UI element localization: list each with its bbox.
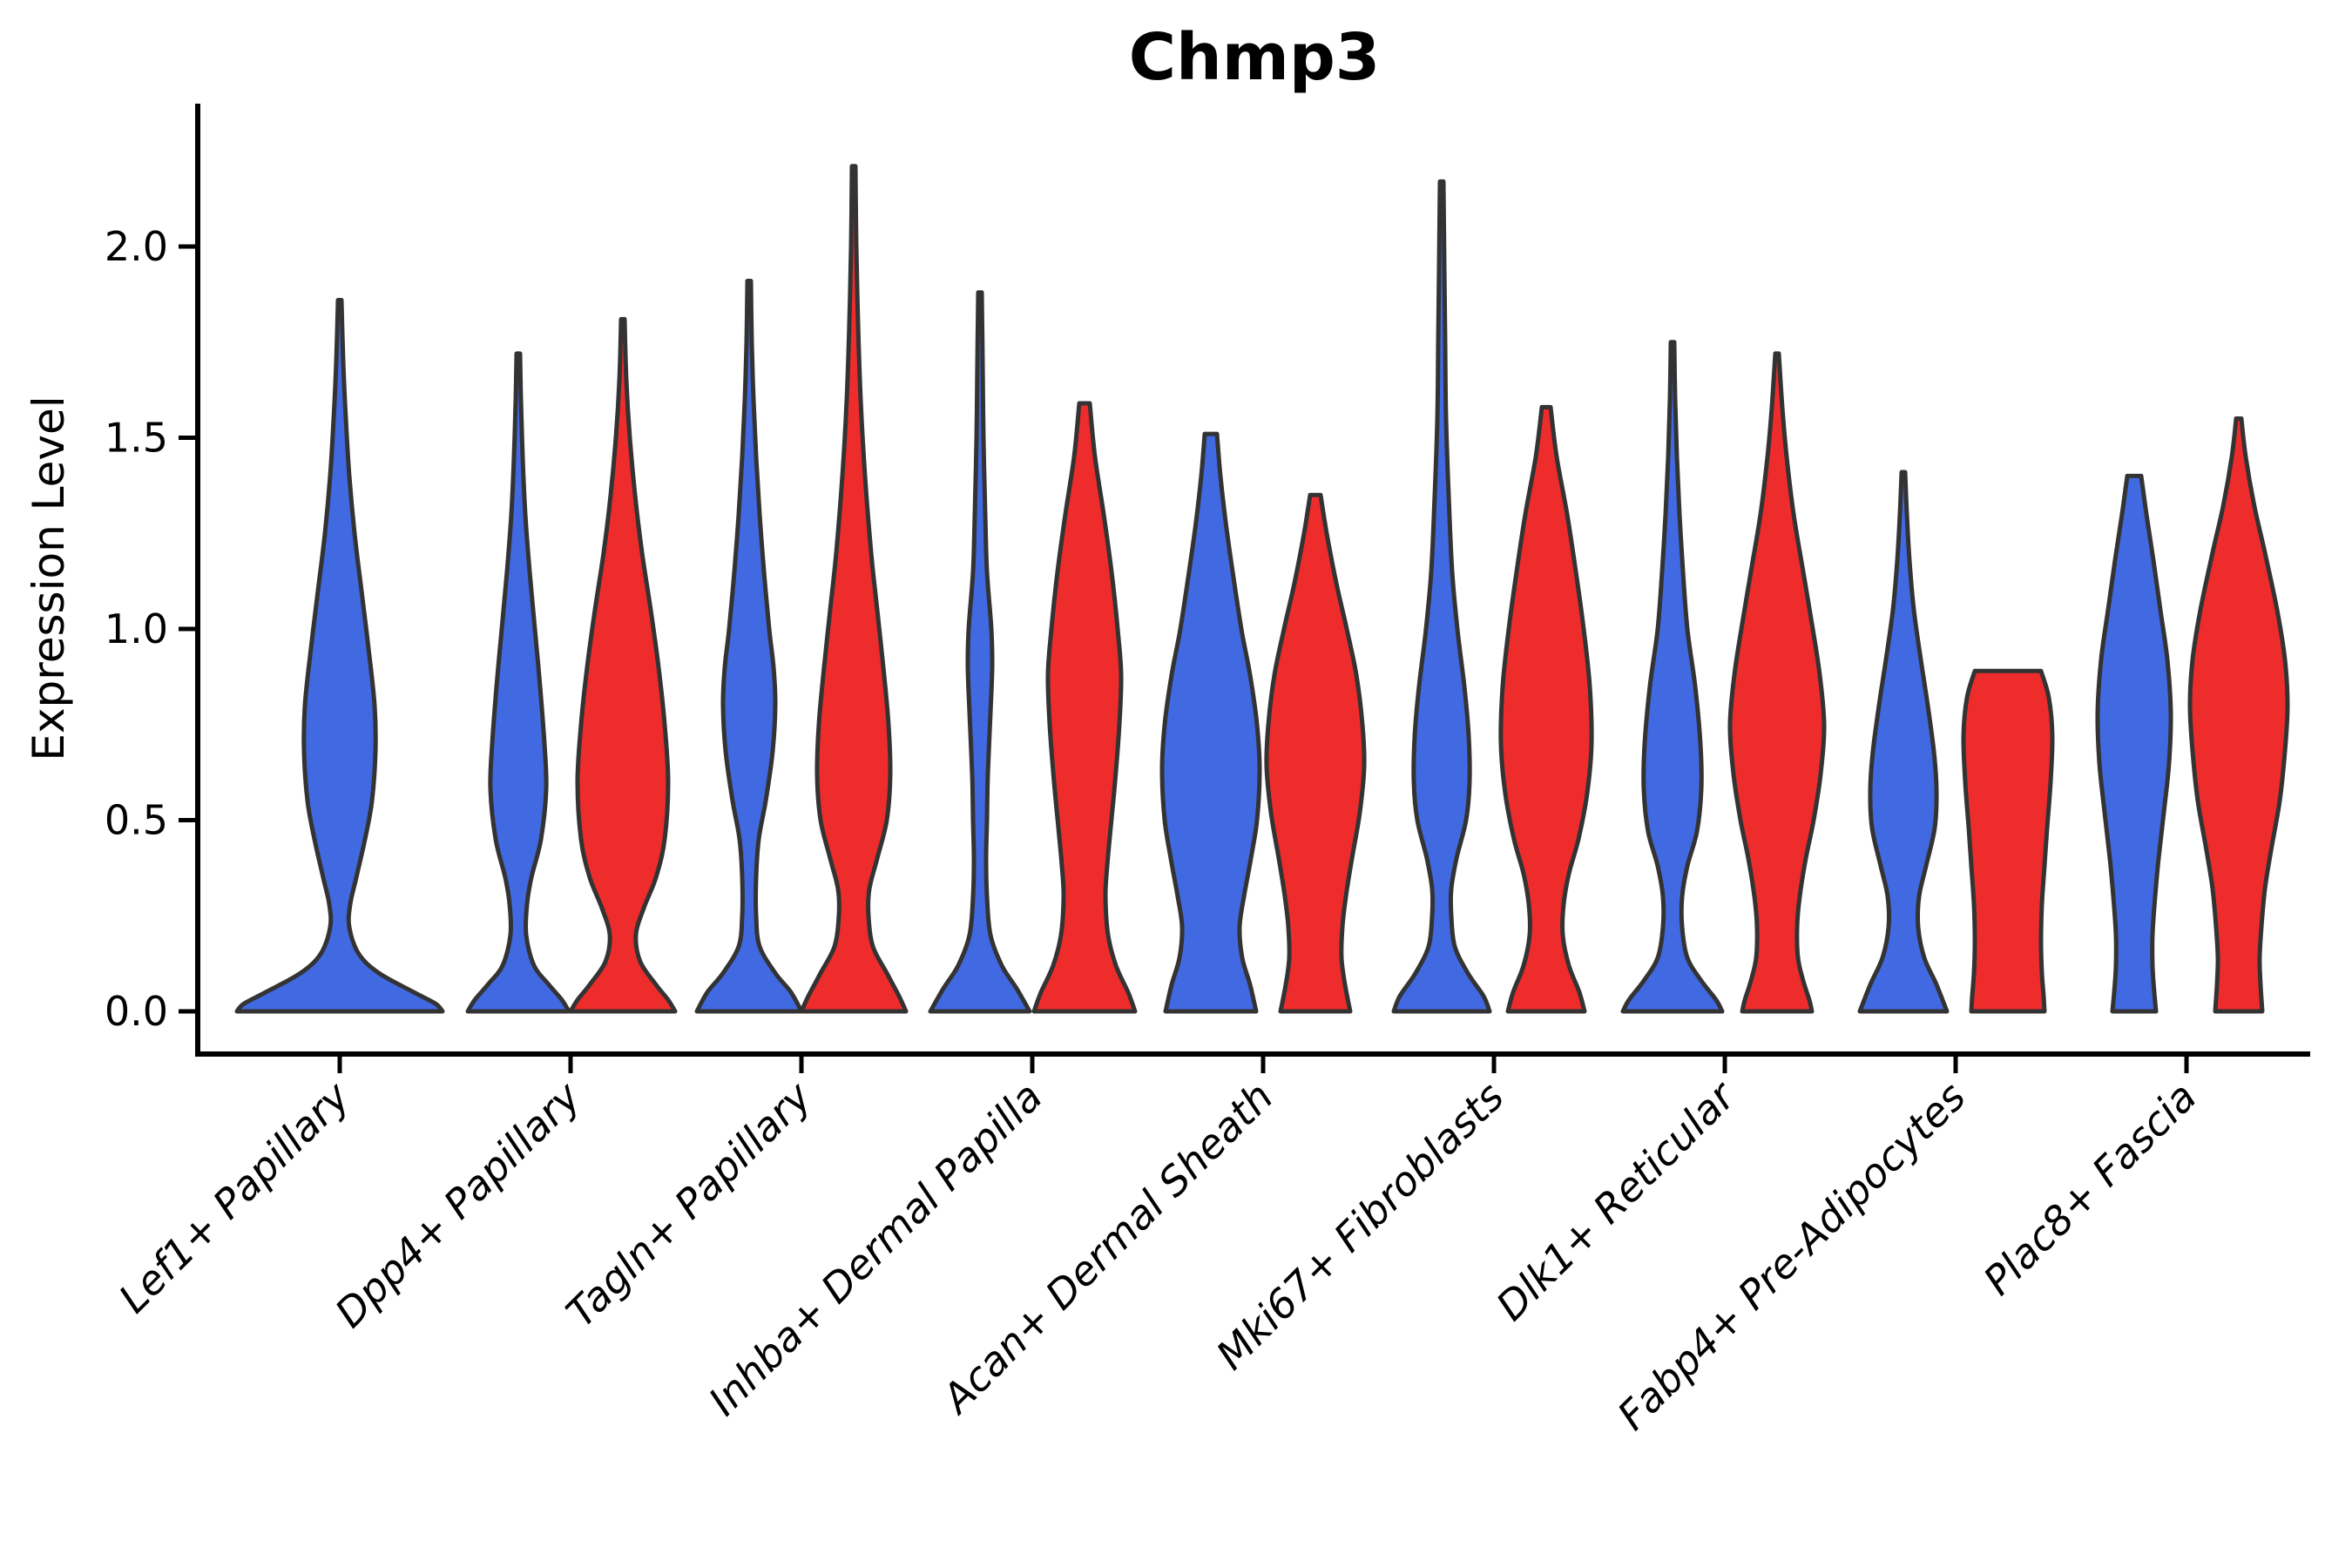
- x-tick-label: Dlk1+ Reticular: [1487, 1071, 1746, 1329]
- violin-red: [2187, 416, 2290, 1014]
- chart-title: Chmp3: [1128, 20, 1381, 95]
- violin-blue: [928, 290, 1032, 1014]
- violin-blue: [1391, 179, 1492, 1014]
- violin-blue: [234, 298, 445, 1014]
- y-tick-label: 1.5: [105, 415, 168, 462]
- y-tick-label: 1.0: [105, 605, 168, 652]
- violin-red: [1264, 492, 1367, 1014]
- x-tick-label: Plac8+ Fascia: [1974, 1073, 2205, 1304]
- violin-blue: [694, 279, 804, 1014]
- violin-blue: [1620, 340, 1725, 1014]
- x-tick-label: Tagln+ Papillary: [557, 1072, 821, 1336]
- violin-red: [1498, 404, 1594, 1014]
- y-tick-label: 0.5: [105, 797, 168, 844]
- violin-blue: [465, 351, 571, 1014]
- violin-blue: [2095, 473, 2173, 1014]
- y-tick-label: 2.0: [105, 223, 168, 270]
- violin-red: [568, 316, 678, 1014]
- violin-blue: [1159, 431, 1262, 1014]
- x-tick-label: Lef1+ Papillary: [110, 1072, 359, 1321]
- x-tick-label: Dpp4+ Papillary: [326, 1072, 590, 1336]
- violin-red: [1727, 351, 1827, 1014]
- violin-red: [1031, 401, 1138, 1014]
- violin-red: [799, 164, 909, 1014]
- violin-red: [1961, 668, 2055, 1014]
- y-tick-label: 0.0: [105, 988, 168, 1035]
- violin-blue: [1857, 470, 1950, 1014]
